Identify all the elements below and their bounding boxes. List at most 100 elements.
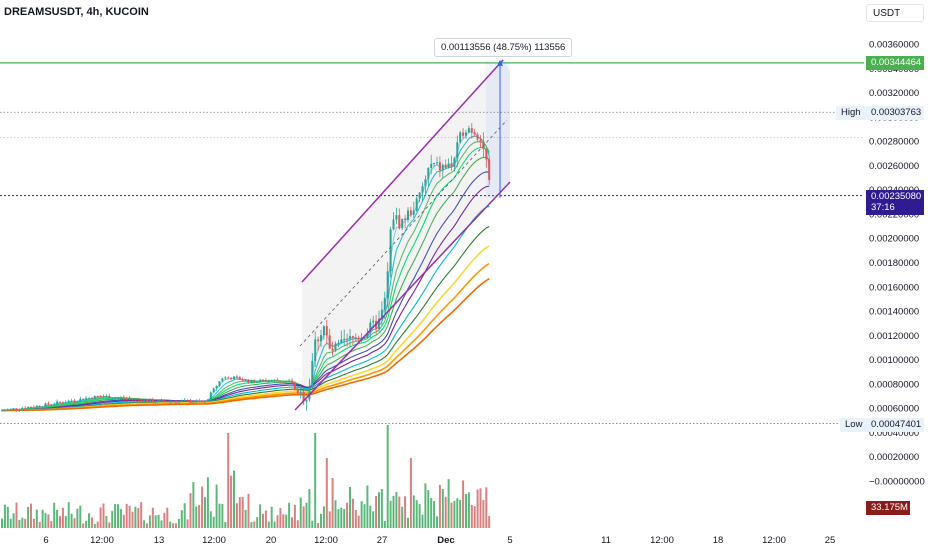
volume-bar <box>467 492 470 528</box>
candle-body <box>56 401 59 405</box>
volume-bar <box>288 502 291 528</box>
candle-body <box>386 271 389 299</box>
volume-bar <box>247 493 250 528</box>
candle-body <box>459 132 462 143</box>
volume-bar <box>386 425 389 528</box>
candle-body <box>227 377 230 379</box>
x-tick-label: 20 <box>266 535 277 546</box>
y-tick-label: 0.00020000 <box>869 452 919 463</box>
volume-bar <box>259 504 262 528</box>
x-tick-label: 6 <box>43 535 48 546</box>
volume-bar <box>233 470 235 528</box>
volume-bar <box>151 507 154 528</box>
volume-bar <box>291 517 293 528</box>
x-tick-label: 5 <box>507 535 512 546</box>
volume-bar <box>267 521 270 528</box>
volume-bar <box>433 501 436 528</box>
candle-body <box>154 401 157 403</box>
volume-bar <box>273 521 276 528</box>
candle-body <box>198 400 201 402</box>
candle-body <box>125 398 128 400</box>
x-tick-label: 12:00 <box>314 535 338 546</box>
candle-body <box>160 399 163 401</box>
candle-body <box>343 338 346 340</box>
volume-bar <box>409 458 412 528</box>
candle-body <box>180 400 183 402</box>
candle-body <box>235 376 238 378</box>
volume-bar <box>282 514 285 528</box>
volume-bar <box>270 506 273 528</box>
volume-bar <box>119 509 122 528</box>
volume-bar <box>56 509 59 528</box>
volume-bar <box>398 496 401 528</box>
candle-body <box>21 408 24 410</box>
volume-bar <box>488 516 491 528</box>
candle-body <box>24 408 27 410</box>
y-tick-label: 0.00160000 <box>869 282 919 293</box>
volume-bar <box>404 496 407 528</box>
candle-body <box>146 399 148 402</box>
candle-body <box>12 408 15 410</box>
candle-body <box>137 398 140 400</box>
low-price-tag: 0.00047401 <box>866 418 924 432</box>
candle-body <box>90 397 93 399</box>
y-tick-label: 0.00320000 <box>869 88 919 99</box>
candle-body <box>70 400 73 402</box>
drawing-tools[interactable] <box>294 59 511 411</box>
volume-bar <box>299 497 302 528</box>
volume-bar <box>264 510 267 528</box>
volume-bar <box>369 505 372 528</box>
candle-body <box>453 158 456 167</box>
candle-body <box>346 338 349 340</box>
candle-body <box>238 377 241 380</box>
volume-bar <box>250 522 253 528</box>
candle-body <box>67 400 70 403</box>
candle-body <box>401 218 404 229</box>
candle-body <box>363 337 366 339</box>
volume-bar <box>238 497 241 528</box>
volume-bar <box>134 506 137 528</box>
candle-body <box>456 142 459 159</box>
volume-bar <box>418 504 421 528</box>
measure-box <box>486 59 510 198</box>
candle-body <box>119 397 122 399</box>
candle-body <box>218 381 221 387</box>
candle-body <box>221 378 224 382</box>
volume-bar <box>427 490 430 528</box>
volume-bar <box>331 477 334 528</box>
candle-body <box>436 162 438 164</box>
candle-body <box>61 402 64 404</box>
volume-bar <box>340 507 343 528</box>
volume-bar <box>114 504 117 528</box>
y-tick-label: 0.00200000 <box>869 234 919 245</box>
volume-bar <box>195 506 198 528</box>
candle-body <box>1 410 3 412</box>
candle-body <box>412 210 415 215</box>
candle-body <box>299 392 302 394</box>
candle-body <box>82 398 85 400</box>
candle-body <box>354 337 357 339</box>
candle-body <box>241 379 244 381</box>
candle-body <box>378 318 380 329</box>
volume-bar <box>44 513 47 528</box>
candle-body <box>302 392 305 402</box>
volume-bar <box>453 500 456 528</box>
currency-selector[interactable]: USDT <box>866 4 924 22</box>
volume-bar <box>41 509 44 528</box>
volume-bar <box>221 503 224 528</box>
volume-bar <box>172 523 175 528</box>
volume-bar <box>9 518 12 528</box>
volume-bar <box>430 498 433 528</box>
candle-body <box>177 401 180 403</box>
x-tick-label: 18 <box>713 535 724 546</box>
volume-bar <box>12 513 15 528</box>
candle-body <box>407 210 409 220</box>
volume-bar <box>311 520 314 528</box>
volume-bar <box>3 504 6 528</box>
y-tick-label: 0.00180000 <box>869 258 919 269</box>
candle-body <box>305 399 308 402</box>
candle-body <box>291 380 293 384</box>
candle-body <box>462 132 465 136</box>
volume-bar <box>32 518 35 528</box>
